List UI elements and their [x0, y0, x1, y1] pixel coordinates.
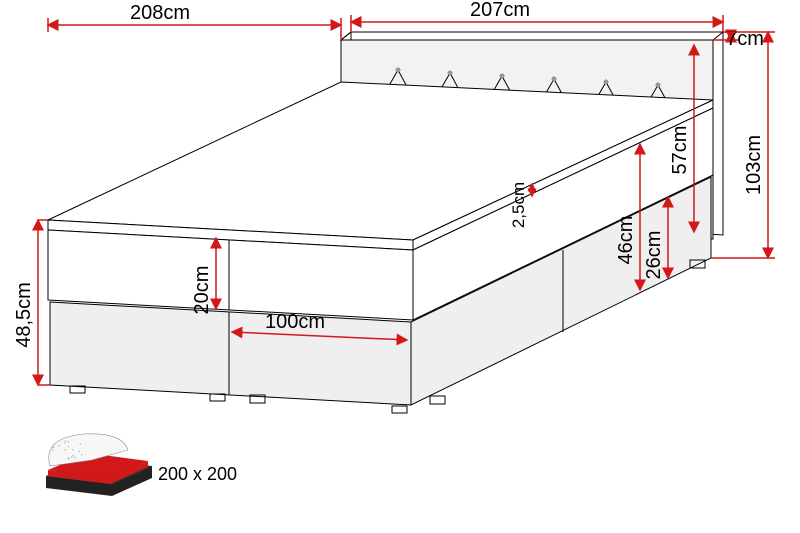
dim-mat_side: 46cm: [615, 216, 637, 265]
size-icon: 200 x 200: [46, 434, 237, 496]
dim-mat_front: 20cm: [191, 266, 213, 315]
dim-topper_h: 2,5cm: [509, 182, 528, 228]
dim-top_depth: 208cm: [130, 2, 190, 24]
dim-front_left: 48,5cm: [13, 282, 35, 348]
dim-hb_h: 57cm: [669, 126, 691, 175]
size-label: 200 x 200: [158, 464, 237, 484]
bed-dimension-diagram: 208cm207cm7cm57cm103cm48,5cm20cm100cm2,5…: [0, 0, 800, 533]
dim-total_h: 103cm: [743, 135, 765, 195]
dim-top_width: 207cm: [470, 0, 530, 21]
dim-base_side: 26cm: [643, 231, 665, 280]
dim-half_w: 100cm: [265, 311, 325, 333]
